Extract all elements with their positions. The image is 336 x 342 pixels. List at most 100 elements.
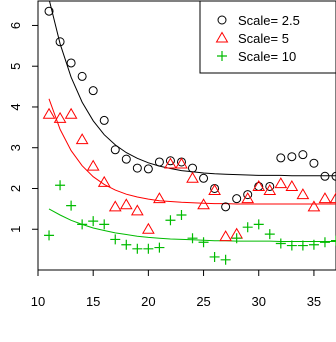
axes: 10 15 20 25 30 35 1 2 3 4 5 6 xyxy=(8,22,321,309)
data-point-series-2 xyxy=(219,230,232,242)
legend-marker-series-1 xyxy=(217,15,227,25)
data-point-series-3 xyxy=(286,240,297,251)
data-point-series-2 xyxy=(75,133,89,145)
legend-label-series-1: Scale= 2.5 xyxy=(238,13,300,28)
data-point-series-3 xyxy=(220,254,231,265)
fit-line-series-2 xyxy=(48,98,336,205)
data-point-series-2 xyxy=(296,188,310,200)
x-tick-label: 30 xyxy=(252,294,266,309)
data-point-series-1 xyxy=(287,152,297,162)
data-point-series-1 xyxy=(188,163,198,173)
data-point-series-3 xyxy=(55,180,66,191)
data-point-series-3 xyxy=(44,230,55,241)
data-point-series-3 xyxy=(209,251,220,262)
legend-marker-series-2 xyxy=(215,31,229,43)
data-point-series-3 xyxy=(88,216,99,227)
data-point-series-3 xyxy=(319,237,330,248)
data-point-series-1 xyxy=(243,190,253,200)
data-point-series-2 xyxy=(119,198,133,210)
data-point-series-1 xyxy=(265,181,275,191)
data-point-series-2 xyxy=(329,192,336,204)
data-point-series-3 xyxy=(154,242,165,253)
data-point-series-2 xyxy=(274,177,288,189)
data-point-series-1 xyxy=(110,145,120,155)
data-point-series-2 xyxy=(64,107,78,119)
data-point-series-1 xyxy=(77,71,87,81)
data-point-series-3 xyxy=(187,233,198,244)
data-point-series-3 xyxy=(132,243,143,254)
data-point-series-3 xyxy=(253,219,264,230)
data-point-series-2 xyxy=(142,222,155,234)
y-tick-label: 5 xyxy=(8,63,23,70)
data-point-series-1 xyxy=(99,115,109,125)
data-point-series-1 xyxy=(276,153,286,163)
data-point-series-2 xyxy=(175,157,188,169)
data-point-series-2 xyxy=(252,179,266,191)
data-point-series-1 xyxy=(154,157,164,167)
legend-marker-series-3 xyxy=(217,51,227,61)
data-point-series-2 xyxy=(153,192,166,204)
y-tick-label: 1 xyxy=(8,226,23,233)
data-point-series-1 xyxy=(309,158,319,168)
data-point-series-1 xyxy=(199,173,209,183)
data-points xyxy=(42,6,336,265)
data-point-series-1 xyxy=(88,86,98,96)
data-point-series-3 xyxy=(308,239,319,250)
data-point-series-2 xyxy=(208,184,221,196)
data-point-series-2 xyxy=(53,111,67,123)
data-point-series-2 xyxy=(186,171,199,183)
data-point-series-1 xyxy=(132,163,142,173)
y-tick-label: 3 xyxy=(8,144,23,151)
data-point-series-2 xyxy=(263,184,277,196)
legend: Scale= 2.5 Scale= 5 Scale= 10 xyxy=(199,0,336,74)
data-point-series-1 xyxy=(143,164,153,174)
data-point-series-2 xyxy=(164,157,177,169)
data-point-series-1 xyxy=(320,171,330,181)
data-point-series-3 xyxy=(242,222,253,233)
data-point-series-1 xyxy=(44,6,54,16)
data-point-series-3 xyxy=(143,243,154,254)
data-point-series-3 xyxy=(121,239,132,250)
x-tick-label: 15 xyxy=(86,294,100,309)
data-point-series-2 xyxy=(285,179,299,191)
data-point-series-3 xyxy=(165,215,176,226)
data-point-series-2 xyxy=(130,204,144,216)
data-point-series-3 xyxy=(66,200,77,211)
data-point-series-2 xyxy=(42,107,56,119)
y-tick-label: 6 xyxy=(8,22,23,29)
legend-box xyxy=(199,0,336,74)
data-point-series-2 xyxy=(86,159,100,171)
data-point-series-1 xyxy=(121,154,131,164)
x-tick-label: 20 xyxy=(141,294,155,309)
legend-label-series-3: Scale= 10 xyxy=(238,49,296,64)
data-point-series-3 xyxy=(110,234,121,245)
data-point-series-3 xyxy=(198,237,209,248)
y-tick-label: 2 xyxy=(8,185,23,192)
data-point-series-2 xyxy=(108,200,122,212)
data-point-series-1 xyxy=(221,202,231,212)
data-point-series-3 xyxy=(297,240,308,251)
y-tick-label: 4 xyxy=(8,103,23,110)
x-tick-label: 35 xyxy=(307,294,321,309)
x-tick-label: 25 xyxy=(196,294,210,309)
data-point-series-1 xyxy=(298,150,308,160)
data-point-series-1 xyxy=(331,171,336,181)
data-point-series-2 xyxy=(97,175,111,187)
data-point-series-1 xyxy=(55,37,65,47)
data-point-series-2 xyxy=(241,192,255,204)
data-point-series-3 xyxy=(264,229,275,240)
data-point-series-1 xyxy=(232,194,242,204)
data-point-series-3 xyxy=(176,209,187,220)
data-point-series-1 xyxy=(165,156,175,166)
data-point-series-3 xyxy=(77,219,88,230)
data-point-series-3 xyxy=(99,219,110,230)
data-point-series-2 xyxy=(318,192,332,204)
x-tick-label: 10 xyxy=(31,294,45,309)
legend-label-series-2: Scale= 5 xyxy=(238,31,289,46)
data-point-series-3 xyxy=(275,238,286,249)
data-point-series-3 xyxy=(231,233,242,244)
data-point-series-2 xyxy=(307,200,321,212)
data-point-series-1 xyxy=(66,58,76,68)
data-point-series-2 xyxy=(197,198,210,210)
